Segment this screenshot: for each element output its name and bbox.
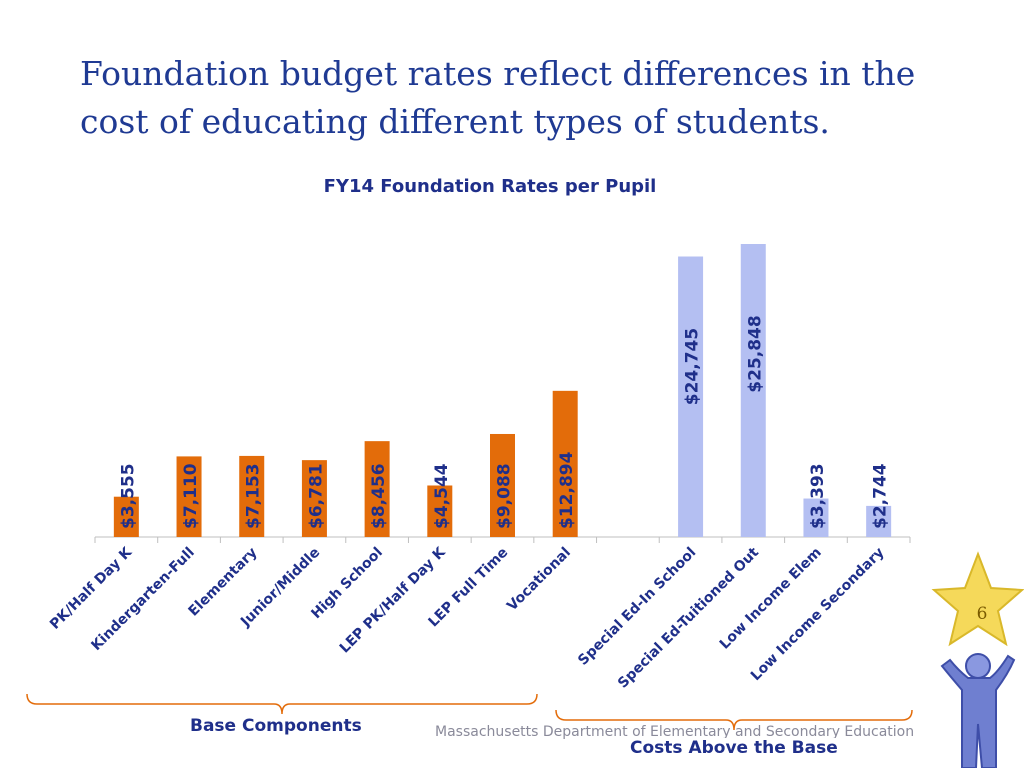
person-icon — [940, 653, 1016, 768]
footer-organization: Massachusetts Department of Elementary a… — [435, 724, 915, 740]
data-label-1: $7,110 — [181, 463, 201, 529]
star-person-logo — [931, 551, 1024, 768]
bar-11 — [803, 498, 829, 537]
data-label-0: $3,555 — [118, 463, 138, 529]
bar-0 — [113, 496, 139, 537]
bar-9 — [678, 256, 704, 537]
bar-2 — [239, 455, 265, 537]
bar-12 — [866, 505, 892, 537]
data-label-4: $8,456 — [369, 463, 389, 529]
category-label-11: Low Income Elem — [717, 545, 825, 653]
category-label-7: Vocational — [504, 545, 574, 615]
category-label-9: Special Ed-In School — [575, 545, 699, 669]
data-label-9: $24,745 — [683, 328, 703, 405]
base-components-brace — [26, 693, 538, 715]
data-label-3: $6,781 — [306, 463, 326, 529]
costs-above-base-label: Costs Above the Base — [628, 738, 840, 758]
bar-10 — [740, 244, 766, 537]
data-label-5: $4,544 — [432, 463, 452, 529]
category-label-1: Kindergarten-Full — [88, 545, 197, 654]
bar-6 — [490, 433, 515, 537]
page-number: 6 — [976, 604, 988, 624]
data-label-7: $12,894 — [557, 451, 577, 529]
star-icon — [931, 551, 1024, 647]
bar-5 — [427, 485, 453, 537]
bar-3 — [301, 460, 327, 537]
chart-title: FY14 Foundation Rates per Pupil — [323, 176, 657, 197]
bar-4 — [364, 441, 390, 537]
data-label-10: $25,848 — [745, 315, 765, 392]
data-label-6: $9,088 — [495, 463, 515, 529]
category-label-5: LEP PK/Half Day K — [337, 544, 450, 657]
data-label-12: $2,744 — [871, 463, 891, 529]
data-label-11: $3,393 — [808, 463, 828, 529]
costs-above-base-brace — [555, 709, 913, 731]
bar-1 — [176, 456, 202, 537]
bar-7 — [552, 390, 578, 537]
category-label-12: Low Income Secondary — [748, 545, 888, 685]
data-label-2: $7,153 — [244, 463, 264, 529]
base-components-label: Base Components — [188, 716, 364, 736]
slide-title: Foundation budget rates reflect differen… — [80, 54, 916, 141]
